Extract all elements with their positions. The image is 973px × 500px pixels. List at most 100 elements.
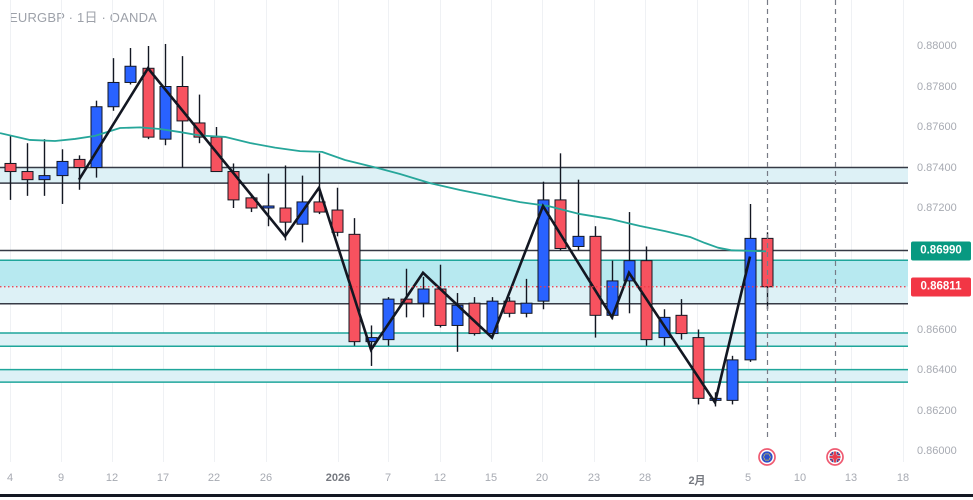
support-zone-0865[interactable] xyxy=(0,332,908,348)
candle-body-down xyxy=(279,207,292,223)
candle[interactable] xyxy=(348,218,361,346)
candle[interactable] xyxy=(296,175,309,243)
time-axis-label: 10 xyxy=(793,472,807,484)
price-axis-label: 0.87600 xyxy=(917,121,957,133)
candle[interactable] xyxy=(744,203,757,362)
candle-body-up xyxy=(520,302,533,314)
eu-flag-icon xyxy=(761,451,773,463)
candle[interactable] xyxy=(4,135,17,200)
zigzag-trend-line[interactable] xyxy=(77,66,752,406)
time-axis-label: 18 xyxy=(896,472,910,484)
candle[interactable] xyxy=(90,100,103,178)
candle[interactable] xyxy=(124,48,137,85)
candle[interactable] xyxy=(520,278,533,318)
time-axis-label: 26 xyxy=(259,472,273,484)
eu-flag-marker[interactable] xyxy=(758,448,776,466)
time-axis-label: 23 xyxy=(587,472,601,484)
candle-body-up xyxy=(726,359,739,401)
price-axis-label: 0.86200 xyxy=(917,404,957,417)
candle-body-down xyxy=(73,158,86,168)
price-axis-label: 0.88000 xyxy=(917,40,957,52)
candle[interactable] xyxy=(331,187,344,237)
symbol-title[interactable]: EURGBP · 1日 · OANDA xyxy=(9,10,158,25)
candle-body-down xyxy=(142,67,155,138)
candle[interactable] xyxy=(73,155,86,190)
support-zone-0865-fill xyxy=(0,332,908,347)
candle-body-down xyxy=(589,235,602,316)
candle[interactable] xyxy=(21,143,34,196)
candle-body-up xyxy=(56,160,69,177)
moving-average-line[interactable] xyxy=(0,126,767,253)
candle-body-up xyxy=(537,199,550,302)
candle[interactable] xyxy=(468,297,481,336)
chart-bottom-border xyxy=(0,494,973,497)
candle[interactable] xyxy=(38,139,51,196)
uk-flag-marker[interactable] xyxy=(826,448,844,466)
candle-body-up xyxy=(124,65,137,83)
time-axis-label: 12 xyxy=(105,472,119,484)
support-zone-0864[interactable] xyxy=(0,368,908,383)
time-axis-label: 22 xyxy=(207,472,221,484)
candle-body-down xyxy=(675,314,688,335)
candle[interactable] xyxy=(537,181,550,310)
candle-body-up xyxy=(744,237,757,361)
eu-star-dot xyxy=(769,454,771,456)
support-zone-0864-fill xyxy=(0,369,908,383)
time-axis-label: 7 xyxy=(384,472,392,484)
eu-star-dot xyxy=(765,453,767,455)
price-axis-label: 0.86000 xyxy=(917,445,957,457)
eu-star-dot xyxy=(765,459,767,461)
candle-body-up xyxy=(572,235,585,247)
candle[interactable] xyxy=(159,43,172,146)
time-axis-label: 17 xyxy=(156,472,170,484)
time-axis-label: 15 xyxy=(484,472,498,484)
last-price-badge: 0.86811 xyxy=(911,277,971,297)
time-axis-label: 5 xyxy=(744,472,752,484)
candle-body-down xyxy=(468,302,481,335)
time-axis-label: 2月 xyxy=(688,475,706,487)
candle-body-down xyxy=(4,162,17,173)
time-axis-label: 13 xyxy=(844,472,858,484)
candle[interactable] xyxy=(107,58,120,111)
eu-star-dot xyxy=(763,454,765,456)
candle[interactable] xyxy=(623,212,636,314)
time-axis-label: 9 xyxy=(57,472,65,484)
candle-body-up xyxy=(159,86,172,140)
eu-star-dot xyxy=(763,458,765,460)
candle[interactable] xyxy=(726,355,739,405)
candle-body-up xyxy=(262,205,275,209)
eu-star-dot xyxy=(767,453,769,455)
candle[interactable] xyxy=(279,165,292,241)
candle[interactable] xyxy=(692,329,705,405)
time-axis-label: 12 xyxy=(433,472,447,484)
candle[interactable] xyxy=(382,297,395,346)
candle-body-up xyxy=(382,298,395,341)
level-price-badge: 0.86990 xyxy=(911,241,971,261)
candle-body-down xyxy=(21,171,34,181)
candle[interactable] xyxy=(56,149,69,204)
candle[interactable] xyxy=(589,226,602,338)
candle[interactable] xyxy=(417,276,430,318)
time-axis-label: 2026 xyxy=(325,472,351,484)
price-axis-label: 0.86600 xyxy=(917,323,957,336)
price-axis-label: 0.87200 xyxy=(917,202,957,214)
candle[interactable] xyxy=(142,46,155,140)
candle-body-down xyxy=(692,337,705,399)
candle-body-down xyxy=(331,209,344,233)
candle[interactable] xyxy=(572,179,585,251)
candle-body-down xyxy=(227,171,240,201)
time-axis-label: 4 xyxy=(6,472,14,484)
supply-zone-0869-fill xyxy=(0,260,908,287)
time-axis-label: 20 xyxy=(535,472,549,484)
resistance-zone-0874[interactable] xyxy=(0,166,908,184)
price-axis-label: 0.87800 xyxy=(917,80,957,93)
eu-star-dot xyxy=(763,456,765,458)
candle[interactable] xyxy=(640,246,653,346)
candle[interactable] xyxy=(675,299,688,340)
time-axis-label: 28 xyxy=(638,472,652,484)
resistance-zone-0874-fill xyxy=(0,167,908,184)
candle[interactable] xyxy=(486,297,499,338)
price-axis-label: 0.87400 xyxy=(917,161,957,174)
